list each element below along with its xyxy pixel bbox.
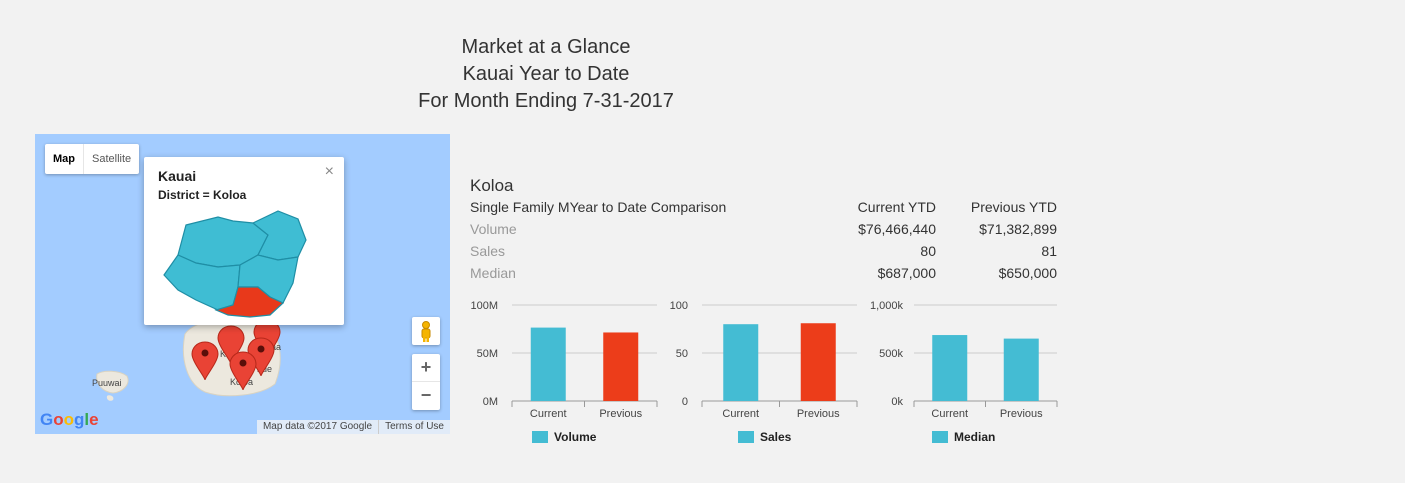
- row-previous: $650,000: [998, 265, 1057, 281]
- terms-of-use-link[interactable]: Terms of Use: [378, 420, 450, 434]
- y-tick-label: 0M: [483, 396, 498, 408]
- legend-label: Sales: [760, 430, 792, 444]
- stats-row-sales: Sales 80 81: [470, 243, 1060, 265]
- info-window: Kauai District = Koloa ×: [144, 157, 344, 325]
- y-tick-label: 50: [676, 348, 688, 360]
- district-koloa[interactable]: [214, 286, 285, 318]
- x-tick-label: Previous: [797, 408, 840, 420]
- district-map: [163, 210, 307, 318]
- y-tick-label: 0: [682, 396, 688, 408]
- row-label: Sales: [470, 243, 506, 259]
- col-previous-header: Previous YTD: [970, 199, 1057, 215]
- charts-area: 0M 50M 100M Current Previous 0 50 100 Current Pre…: [470, 300, 1058, 420]
- town-label: aa: [271, 342, 282, 352]
- row-label: Volume: [470, 221, 517, 237]
- district-name: Koloa: [470, 176, 514, 195]
- y-tick-label: 1,000k: [870, 300, 904, 312]
- stats-header-row: Single Family MYear to Date Comparison C…: [470, 199, 1060, 221]
- title-line-2: Kauai Year to Date: [462, 63, 630, 85]
- legend-swatch: [738, 431, 754, 443]
- title-line-3: For Month Ending 7-31-2017: [418, 90, 674, 112]
- bar-volume-current: [530, 327, 566, 401]
- map-marker[interactable]: [229, 351, 257, 391]
- map-type-map-button[interactable]: Map: [45, 144, 84, 174]
- zoom-control: + −: [412, 354, 440, 410]
- google-logo: Google: [40, 410, 99, 429]
- map-type-satellite-button[interactable]: Satellite: [92, 153, 132, 165]
- y-tick-label: 0k: [891, 396, 903, 408]
- map-type-control: Map Satellite: [45, 144, 140, 174]
- bar-median-previous: [1003, 338, 1039, 401]
- x-tick-label: Current: [931, 408, 968, 420]
- zoom-out-button[interactable]: −: [420, 385, 432, 405]
- stats-row-median: Median $687,000 $650,000: [470, 265, 1060, 287]
- bar-median-current: [932, 335, 968, 401]
- row-current: $76,466,440: [858, 221, 936, 237]
- zoom-in-button[interactable]: +: [412, 354, 440, 382]
- y-tick-label: 100M: [470, 300, 498, 312]
- info-window-subtitle: District = Koloa: [158, 188, 247, 202]
- col-current-header: Current YTD: [857, 199, 936, 215]
- row-previous: $71,382,899: [979, 221, 1057, 237]
- row-current: 80: [920, 243, 936, 259]
- stats-row-volume: Volume $76,466,440 $71,382,899: [470, 221, 1060, 243]
- bar-sales-current: [723, 324, 759, 401]
- report-title: Market at a Glance Kauai Year to Date Fo…: [346, 34, 746, 115]
- y-tick-label: 50M: [477, 348, 498, 360]
- x-tick-label: Current: [722, 408, 759, 420]
- legend-label: Median: [954, 430, 996, 444]
- bar-volume-previous: [603, 332, 639, 401]
- stats-subtitle: Single Family MYear to Date Comparison: [470, 199, 727, 215]
- legend-sales: Sales: [738, 430, 791, 444]
- bar-sales-previous: [800, 323, 836, 401]
- row-previous: 81: [1041, 243, 1057, 259]
- map-view[interactable]: Puuwai Kau Koloa aa hue Map Satellite Ka…: [35, 134, 450, 434]
- street-view-pegman[interactable]: [412, 317, 440, 345]
- marker-layer: [191, 319, 281, 391]
- row-current: $687,000: [877, 265, 936, 281]
- legend-label: Volume: [554, 430, 597, 444]
- map-marker[interactable]: [191, 341, 219, 381]
- x-tick-label: Previous: [599, 408, 642, 420]
- x-tick-label: Current: [530, 408, 567, 420]
- info-window-title: Kauai: [158, 168, 197, 184]
- pegman-icon: [421, 321, 431, 342]
- map-data-credit: Map data ©2017 Google: [262, 421, 373, 432]
- y-tick-label: 100: [670, 300, 688, 312]
- legend-swatch: [532, 431, 548, 443]
- legend-swatch: [932, 431, 948, 443]
- town-label: Puuwai: [92, 378, 122, 388]
- close-icon[interactable]: ×: [324, 163, 334, 180]
- x-tick-label: Previous: [1000, 408, 1043, 420]
- map-marker[interactable]: [247, 337, 275, 377]
- y-tick-label: 500k: [879, 348, 903, 360]
- legend-median: Median: [932, 430, 995, 444]
- title-line-1: Market at a Glance: [461, 36, 631, 58]
- legend-volume: Volume: [532, 430, 596, 444]
- row-label: Median: [470, 265, 516, 281]
- map-attribution: Map data ©2017 Google Terms of Use: [256, 420, 450, 434]
